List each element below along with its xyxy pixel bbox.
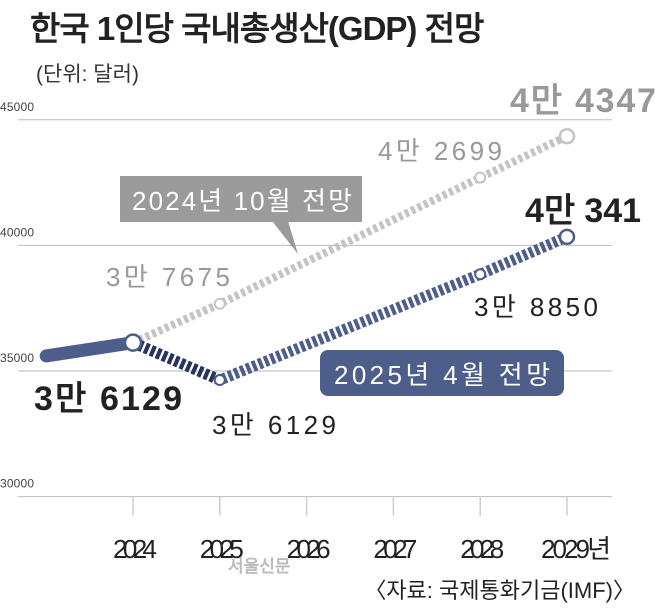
- x-tick-label: 2025: [200, 534, 244, 564]
- data-point: [474, 268, 487, 281]
- data-point: [558, 127, 576, 145]
- y-tick-label: 40000: [0, 225, 34, 239]
- watermark: 서울신문: [228, 557, 291, 576]
- legend-box-2024-oct: [120, 176, 362, 222]
- legend-pointer: [272, 221, 298, 254]
- series-line-actual: [39, 336, 140, 363]
- x-tick-label: 2026: [287, 534, 331, 564]
- data-point: [123, 333, 143, 352]
- data-point: [474, 171, 487, 184]
- legend-label-2024-oct: 2024년 10월 전망: [132, 186, 352, 216]
- x-tick-label: 2027: [373, 534, 417, 564]
- data-label: 3만 6129: [212, 410, 336, 440]
- chart-title: 한국 1인당 국내총생산(GDP) 전망: [30, 10, 484, 47]
- unit-label: (단위: 달러): [36, 63, 139, 86]
- data-point: [558, 228, 576, 246]
- data-label: 3만 6129: [34, 380, 182, 418]
- series-line-2025-apr-dark: [130, 337, 222, 386]
- data-label: 4만 2699: [378, 136, 502, 166]
- series-line-2024-oct: [131, 132, 569, 347]
- data-label: 3만 7675: [106, 262, 230, 292]
- y-tick-label: 35000: [0, 351, 34, 365]
- legend-box-2025-apr: [320, 350, 564, 396]
- y-tick-label: 30000: [0, 477, 34, 491]
- y-tick-label: 45000: [0, 100, 34, 114]
- x-tick-label: 2028: [460, 534, 504, 564]
- x-tick-label: 2024: [113, 534, 157, 564]
- source-note: 〈자료: 국제통화기금(IMF)〉: [364, 578, 635, 603]
- data-label: 4만 341: [525, 192, 641, 230]
- data-point: [213, 374, 226, 387]
- data-label: 4만 4347: [510, 82, 655, 120]
- x-tick-label: 2029년: [541, 534, 611, 564]
- data-label: 3만 8850: [474, 292, 598, 322]
- data-point: [213, 297, 226, 310]
